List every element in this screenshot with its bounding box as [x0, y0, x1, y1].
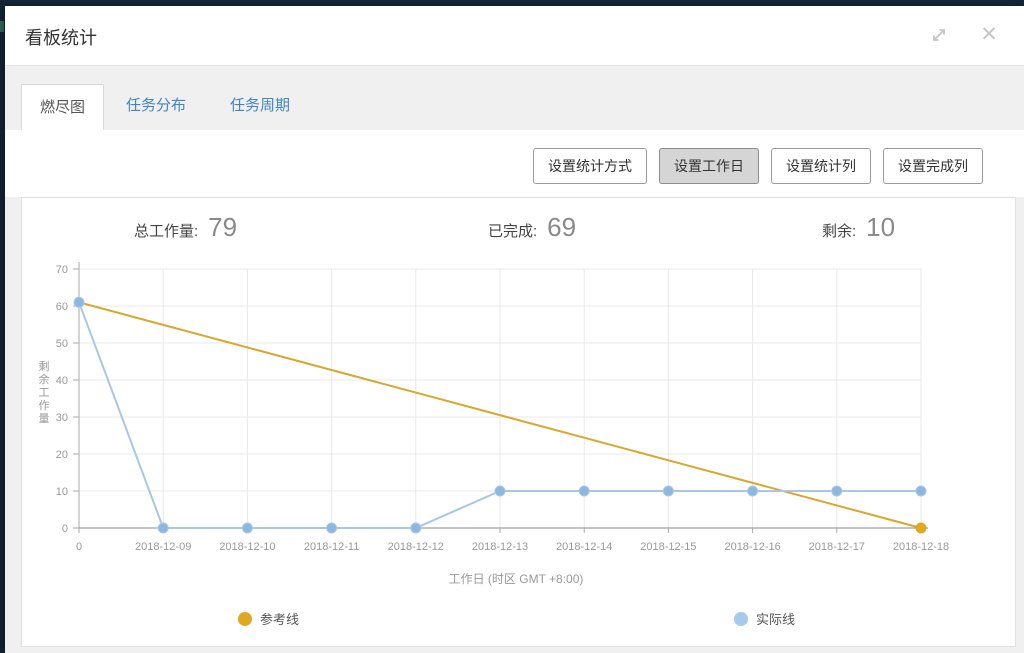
- svg-text:2018-12-12: 2018-12-12: [388, 541, 444, 553]
- set-statistics-column-button[interactable]: 设置统计列: [771, 148, 871, 184]
- legend-actual-line[interactable]: 实际线: [734, 609, 795, 628]
- svg-text:2018-12-18: 2018-12-18: [893, 541, 949, 553]
- set-working-days-button[interactable]: 设置工作日: [659, 148, 759, 184]
- svg-text:2018-12-10: 2018-12-10: [219, 541, 275, 553]
- svg-text:0: 0: [62, 523, 68, 535]
- svg-text:2018-12-14: 2018-12-14: [556, 541, 612, 553]
- burndown-panel: 总工作量: 79 已完成: 69 剩余: 10 0 10 20 30 40 50 60 70 0…: [21, 197, 1016, 647]
- stat-label: 剩余:: [822, 223, 857, 240]
- stat-value: 69: [547, 212, 577, 242]
- tab-task-cycle[interactable]: 任务周期: [230, 97, 291, 114]
- expand-icon[interactable]: [928, 24, 950, 46]
- svg-text:2018-12-09: 2018-12-09: [135, 541, 191, 553]
- tab-task-distribution[interactable]: 任务分布: [126, 97, 187, 114]
- svg-text:2018-12-16: 2018-12-16: [724, 541, 780, 553]
- svg-text:10: 10: [56, 486, 68, 498]
- svg-text:工作日 (时区 GMT +8:00): 工作日 (时区 GMT +8:00): [449, 572, 584, 586]
- background-page-sliver: [0, 21, 4, 32]
- actual-line-legend-dot: [734, 611, 748, 626]
- stat-label: 已完成:: [488, 223, 538, 240]
- svg-text:60: 60: [56, 301, 68, 313]
- svg-text:2018-12-17: 2018-12-17: [809, 541, 865, 553]
- svg-text:70: 70: [56, 264, 68, 276]
- tab-burndown-chart[interactable]: 燃尽图: [21, 84, 104, 131]
- svg-text:20: 20: [56, 449, 68, 461]
- legend-reference-line[interactable]: 参考线: [238, 609, 299, 628]
- set-completed-column-button[interactable]: 设置完成列: [883, 148, 983, 184]
- modal-header-icons: ✕: [928, 24, 1000, 46]
- toolbar-strip: 设置统计方式 设置工作日 设置统计列 设置完成列: [5, 130, 1024, 197]
- set-statistics-method-button[interactable]: 设置统计方式: [533, 148, 647, 184]
- stat-value: 79: [208, 212, 238, 242]
- stat-value: 10: [866, 212, 896, 242]
- stat-label: 总工作量:: [134, 223, 199, 240]
- tab-bar: 燃尽图 任务分布 任务周期: [21, 83, 312, 131]
- legend-label: 参考线: [260, 612, 300, 627]
- svg-text:2018-12-13: 2018-12-13: [472, 541, 528, 553]
- stat-remaining: 剩余: 10: [822, 212, 895, 243]
- svg-text:30: 30: [56, 412, 68, 424]
- svg-text:40: 40: [56, 375, 68, 387]
- svg-text:剩余工作量: 剩余工作量: [39, 360, 50, 425]
- settings-button-row: 设置统计方式 设置工作日 设置统计列 设置完成列: [533, 148, 983, 184]
- stat-completed: 已完成: 69: [488, 212, 576, 243]
- svg-text:2018-12-15: 2018-12-15: [640, 541, 696, 553]
- stat-total-workload: 总工作量: 79: [134, 212, 237, 243]
- reference-line-legend-dot: [238, 611, 252, 626]
- kanban-statistics-modal: 看板统计 ✕ 燃尽图 任务分布 任务周期 设置统计方式 设置工作日 设置统计列 …: [5, 6, 1024, 653]
- modal-header: 看板统计 ✕: [5, 6, 1024, 66]
- modal-title: 看板统计: [25, 28, 97, 48]
- svg-text:50: 50: [56, 338, 68, 350]
- burndown-chart: 0 10 20 30 40 50 60 70 0 2018-12-09 2018-12-10 2018…: [39, 262, 949, 586]
- legend-label: 实际线: [756, 612, 796, 627]
- svg-text:2018-12-11: 2018-12-11: [304, 541, 359, 553]
- svg-text:0: 0: [76, 541, 82, 553]
- close-icon[interactable]: ✕: [980, 23, 998, 46]
